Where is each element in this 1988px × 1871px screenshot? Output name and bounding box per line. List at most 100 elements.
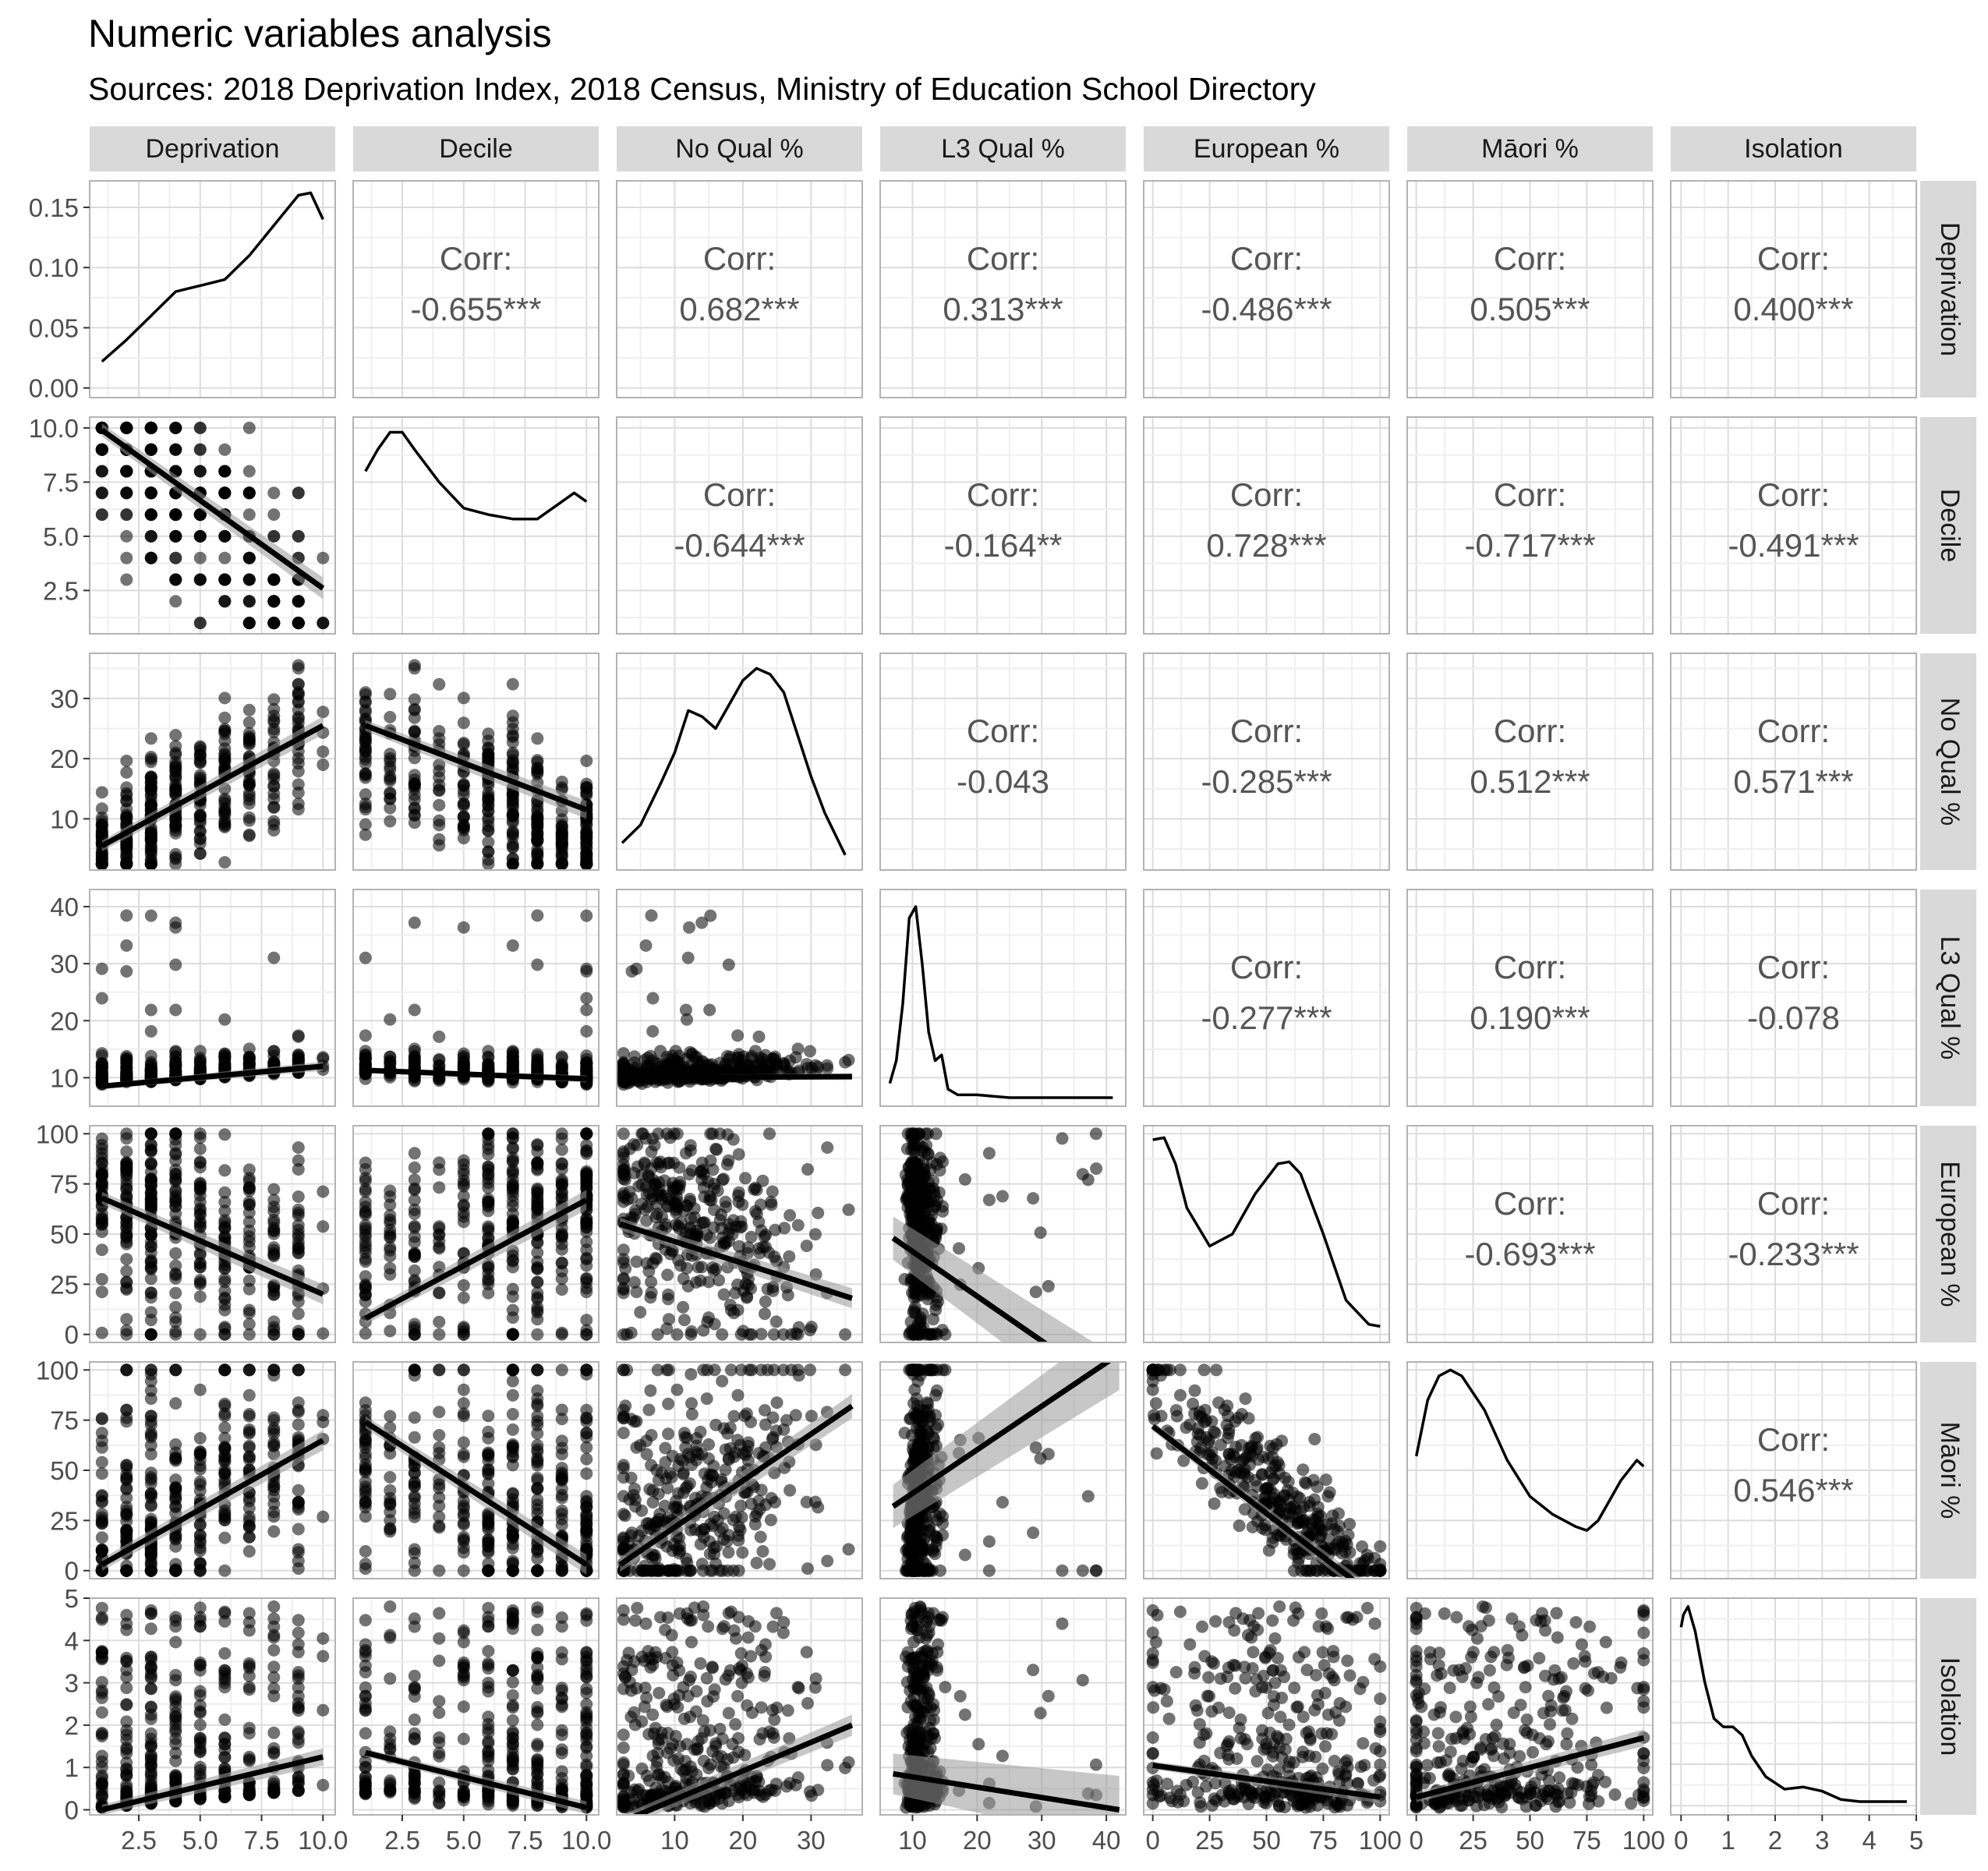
panel-0-4: Corr:-0.486***: [1143, 180, 1390, 398]
scatter-point: [457, 823, 470, 836]
scatter-point: [689, 1276, 702, 1289]
scatter-point: [617, 1363, 630, 1377]
scatter-point: [359, 1475, 372, 1488]
corr-value: -0.717***: [1464, 527, 1595, 564]
scatter-point: [169, 551, 182, 564]
scatter-point: [685, 1408, 699, 1420]
scatter-point: [457, 1436, 470, 1449]
scatter-point: [193, 847, 207, 860]
corr-value: -0.655***: [410, 291, 541, 327]
scatter-point: [800, 1240, 813, 1253]
scatter-point: [218, 1196, 232, 1208]
scatter-point: [580, 1024, 593, 1038]
scatter-point: [292, 617, 305, 630]
scatter-point: [555, 1363, 568, 1377]
fit-line: [891, 1236, 1049, 1342]
scatter-point: [748, 1518, 762, 1531]
scatter-point: [1089, 1127, 1102, 1141]
scatter-point: [724, 1303, 738, 1317]
scatter-point: [433, 1228, 446, 1241]
scatter-point: [720, 1534, 734, 1547]
scatter-point: [640, 1257, 653, 1270]
scatter-point: [743, 1363, 756, 1377]
scatter-point: [242, 1519, 256, 1533]
scatter-point: [531, 1262, 544, 1275]
scatter-point: [408, 1161, 421, 1174]
scatter-point: [759, 1307, 771, 1321]
panel-border: [1670, 1125, 1917, 1343]
corr-label: Corr:: [1494, 713, 1566, 749]
scatter-point: [719, 1463, 732, 1477]
scatter-point: [144, 486, 157, 500]
scatter-point: [193, 1544, 207, 1558]
scatter-point: [625, 965, 638, 978]
scatter-point: [359, 695, 372, 709]
scatter-point: [317, 551, 330, 564]
scatter-point: [1081, 1173, 1095, 1187]
scatter-point: [292, 1523, 305, 1536]
scatter-point: [384, 1231, 397, 1244]
scatter-point: [506, 828, 519, 841]
scatter-point: [804, 1363, 816, 1377]
corr-value: -0.043: [957, 763, 1049, 800]
scatter-point: [618, 1509, 631, 1523]
scatter-point: [652, 1127, 665, 1141]
scatter-point: [267, 529, 281, 543]
corr-value: 0.571***: [1733, 763, 1853, 800]
scatter-point: [646, 1519, 659, 1532]
scatter-point: [408, 1003, 421, 1017]
row-strip: [1920, 417, 1976, 634]
corr-value: -0.491***: [1728, 527, 1859, 564]
corr-label: Corr:: [1494, 240, 1566, 277]
scatter-point: [242, 716, 256, 729]
scatter-point: [482, 1133, 495, 1146]
scatter-point: [193, 1518, 207, 1531]
scatter-point: [242, 1282, 256, 1296]
scatter-point: [292, 1030, 305, 1043]
scatter-point: [645, 1459, 658, 1472]
chart-subtitle: Sources: 2018 Deprivation Index, 2018 Ce…: [88, 71, 1316, 107]
scatter-point: [457, 1325, 470, 1338]
row-strip-label: Isolation: [1935, 1657, 1965, 1756]
scatter-point: [433, 1499, 446, 1512]
scatter-point: [120, 794, 133, 807]
scatter-point: [267, 1201, 281, 1214]
scatter-point: [618, 1162, 631, 1176]
corr-label: Corr:: [1757, 1185, 1830, 1222]
scatter-point: [169, 748, 182, 762]
scatter-point: [120, 858, 133, 870]
scatter-point: [681, 1480, 694, 1493]
scatter-point: [193, 1475, 207, 1488]
scatter-point: [820, 1059, 833, 1072]
fit-line: [365, 1067, 587, 1082]
scatter-point: [769, 1315, 783, 1328]
scatter-point: [317, 1051, 330, 1064]
scatter-point: [169, 729, 182, 741]
panel-border: [1406, 653, 1654, 871]
scatter-point: [169, 1540, 182, 1553]
scatter-point: [242, 1215, 256, 1229]
scatter-point: [958, 1548, 971, 1562]
scatter-point: [359, 1051, 372, 1064]
panel-border: [1406, 416, 1654, 635]
scatter-point: [900, 1142, 914, 1155]
scatter-point: [242, 508, 256, 522]
scatter-point: [580, 1272, 593, 1285]
scatter-point: [580, 1179, 593, 1192]
scatter-point: [580, 1490, 593, 1503]
scatter-point: [242, 465, 256, 478]
scatter-point: [120, 1049, 133, 1063]
scatter-point: [144, 1363, 157, 1377]
scatter-point: [359, 1295, 372, 1308]
scatter-point: [457, 1363, 470, 1377]
scatter-point: [702, 1275, 715, 1289]
fit-line: [101, 1063, 324, 1089]
scatter-point: [996, 1496, 1009, 1508]
scatter-point: [755, 1363, 768, 1377]
scatter-point: [267, 1525, 281, 1538]
scatter-point: [433, 1429, 446, 1441]
scatter-point: [842, 1203, 855, 1216]
scatter-point: [580, 1221, 593, 1234]
scatter-point: [144, 551, 157, 564]
panel-1-4: Corr:0.728***: [1143, 416, 1390, 635]
